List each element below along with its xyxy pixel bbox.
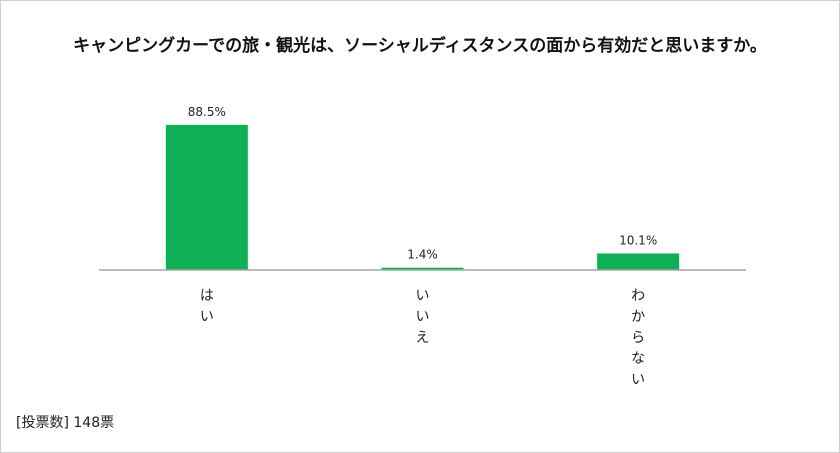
bar-3 (597, 253, 680, 270)
category-label-3: わからない (631, 288, 645, 388)
data-label-2: 1.4% (407, 248, 438, 262)
category-label-1: はい (200, 288, 214, 325)
vote-count-note: [投票数] 148票 (16, 415, 115, 431)
data-label-1: 88.5% (188, 105, 226, 119)
bars-layer (165, 124, 680, 270)
category-label-2: いいえ (416, 288, 430, 346)
chart-title: キャンピングカーでの旅・観光は、ソーシャルディスタンスの面から有効だと思いますか… (73, 35, 767, 56)
data-label-3: 10.1% (619, 233, 657, 247)
category-labels-layer: はい いいえ わからない (200, 288, 645, 388)
labels-layer: 88.5% 1.4% 10.1% (188, 105, 657, 262)
bar-2 (381, 267, 464, 270)
bar-1 (165, 124, 248, 270)
